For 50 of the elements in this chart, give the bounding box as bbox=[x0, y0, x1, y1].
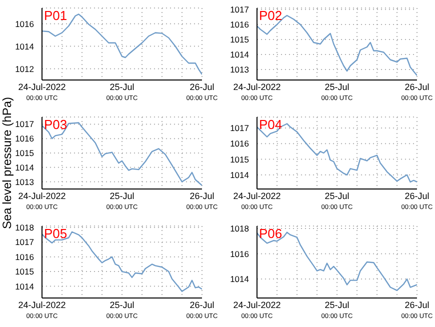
x-tick-label: 26-Jul 00:00 UTC bbox=[186, 191, 218, 211]
x-tick-label: 25-Jul 00:00 UTC bbox=[106, 300, 138, 320]
x-tick-label: 24-Jul-2022 00:00 UTC bbox=[18, 191, 66, 211]
x-tick-label: 26-Jul 00:00 UTC bbox=[186, 82, 218, 102]
x-tick-label: 25-Jul 00:00 UTC bbox=[321, 300, 354, 320]
y-tick-label: 1015 bbox=[15, 266, 34, 277]
y-tick-label: 1016 bbox=[15, 252, 34, 262]
y-tick-label: 1014 bbox=[230, 50, 250, 60]
annotation: P02 bbox=[259, 8, 282, 23]
x-tick-label: 26-Jul 00:00 UTC bbox=[401, 300, 434, 320]
y-tick-label: 1016 bbox=[230, 20, 250, 30]
y-tick-label: 1016 bbox=[15, 18, 34, 29]
y-tick-label: 1017 bbox=[15, 237, 34, 248]
y-tick-label: 1014 bbox=[230, 170, 250, 180]
y-tick-label: 1014 bbox=[230, 274, 250, 284]
y-tick-label: 1018 bbox=[15, 222, 34, 232]
x-tick-label: 25-Jul 00:00 UTC bbox=[321, 191, 354, 211]
x-tick-label: 26-Jul 00:00 UTC bbox=[401, 191, 434, 211]
y-tick-label: 1017 bbox=[230, 122, 250, 133]
x-tick-label: 24-Jul-2022 00:00 UTC bbox=[18, 82, 66, 102]
y-tick-label: 1012 bbox=[15, 64, 34, 74]
y-tick-label: 1015 bbox=[230, 154, 250, 164]
y-axis-title: Sea level pressure (hPa) bbox=[0, 96, 14, 230]
annotation: P06 bbox=[259, 226, 282, 241]
y-tick-label: 1017 bbox=[15, 119, 34, 130]
annotation: P03 bbox=[44, 117, 68, 132]
x-tick-label: 24-Jul-2022 00:00 UTC bbox=[233, 82, 281, 102]
y-tick-label: 1015 bbox=[15, 148, 34, 158]
x-tick-label: 24-Jul-2022 00:00 UTC bbox=[233, 191, 281, 211]
y-tick-label: 1013 bbox=[230, 64, 250, 75]
y-tick-label: 1014 bbox=[15, 281, 34, 292]
annotation: P01 bbox=[44, 8, 68, 23]
y-tick-label: 1014 bbox=[15, 162, 34, 172]
y-tick-label: 1016 bbox=[15, 134, 34, 144]
y-tick-label: 1015 bbox=[230, 34, 250, 45]
x-tick-label: 25-Jul 00:00 UTC bbox=[106, 191, 138, 211]
y-tick-label: 1016 bbox=[230, 248, 250, 259]
x-tick-label: 25-Jul 00:00 UTC bbox=[321, 82, 354, 102]
y-tick-label: 1018 bbox=[230, 224, 250, 234]
x-tick-label: 25-Jul 00:00 UTC bbox=[106, 82, 138, 102]
y-tick-label: 1014 bbox=[15, 41, 34, 52]
annotation: P04 bbox=[259, 117, 282, 132]
x-tick-label: 24-Jul-2022 00:00 UTC bbox=[233, 300, 281, 320]
y-tick-label: 1016 bbox=[230, 138, 250, 149]
y-tick-label: 1017 bbox=[230, 4, 250, 15]
x-tick-label: 24-Jul-2022 00:00 UTC bbox=[18, 300, 66, 320]
x-tick-label: 26-Jul 00:00 UTC bbox=[186, 300, 218, 320]
y-tick-label: 1013 bbox=[15, 176, 34, 187]
annotation: P05 bbox=[44, 226, 68, 241]
x-tick-label: 26-Jul 00:00 UTC bbox=[401, 82, 434, 102]
